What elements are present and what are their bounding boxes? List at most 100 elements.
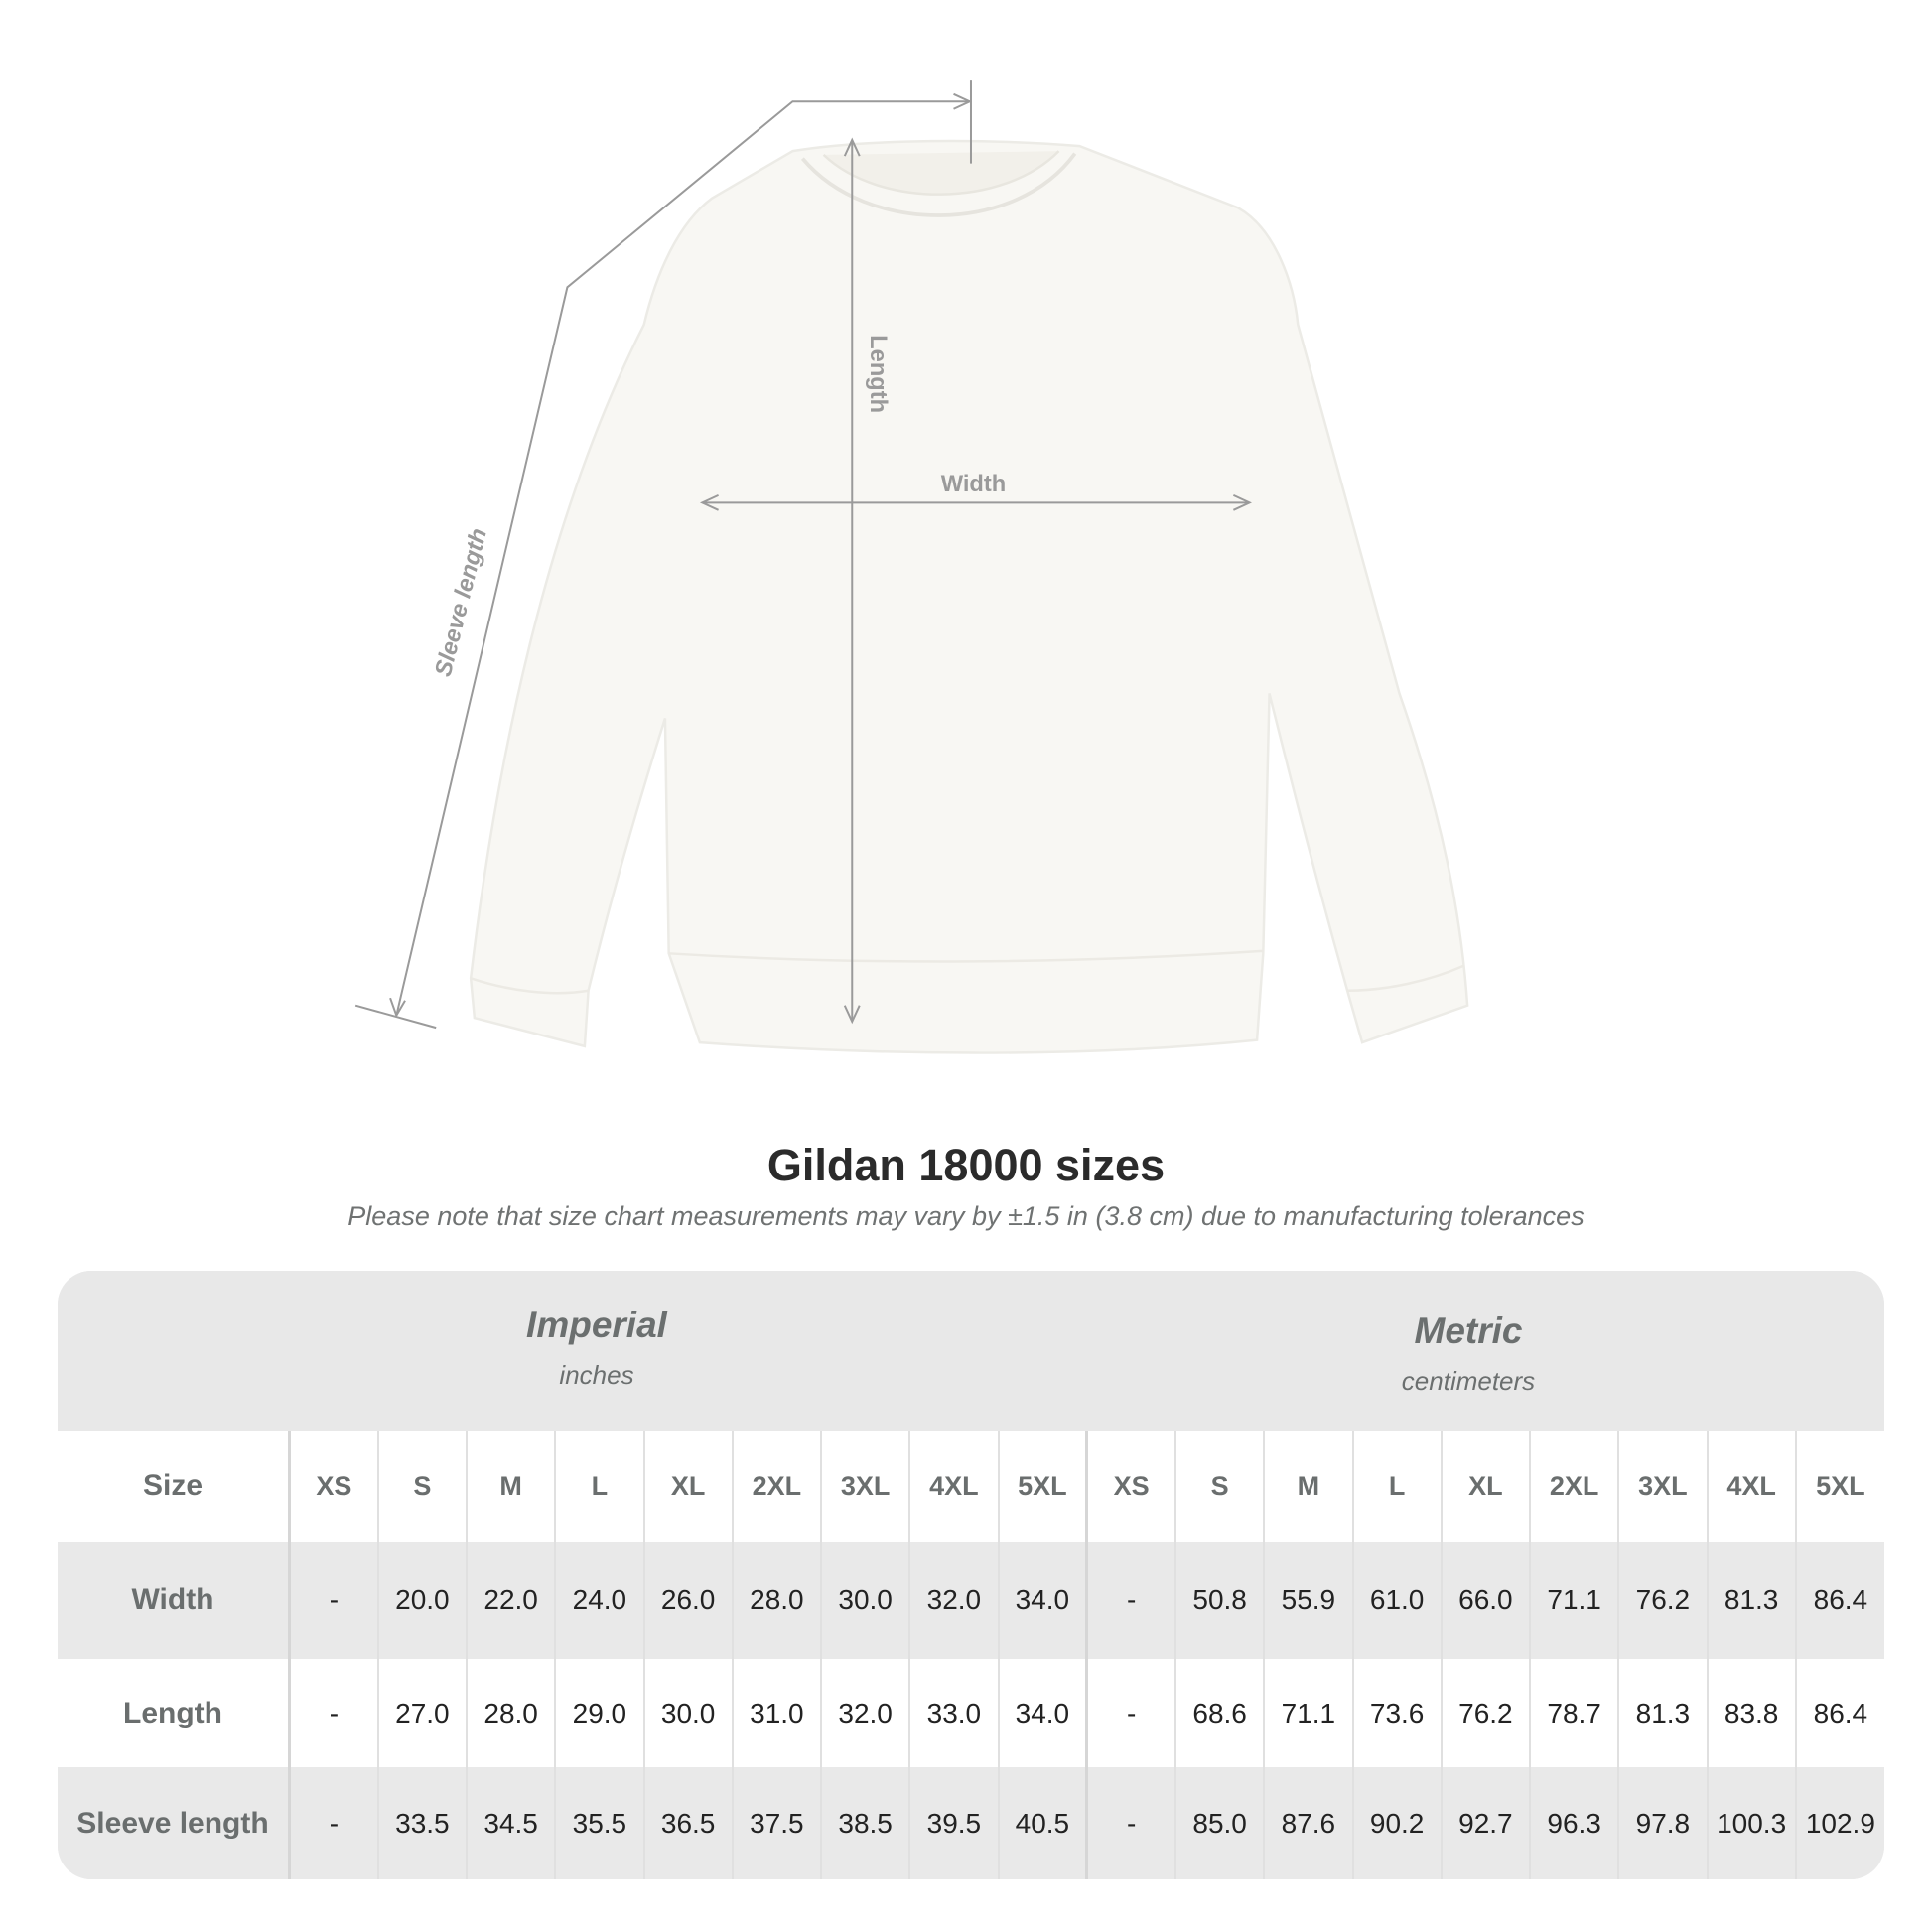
metric-value: 83.8 (1706, 1659, 1796, 1767)
imperial-size-header: 2XL (731, 1431, 821, 1542)
imperial-header: Imperial inches (299, 1305, 895, 1391)
imperial-value: 32.0 (908, 1542, 999, 1659)
imperial-value: 30.0 (642, 1659, 733, 1767)
imperial-value: - (288, 1542, 378, 1659)
metric-size-header: XL (1440, 1431, 1530, 1542)
metric-value: 76.2 (1440, 1659, 1530, 1767)
metric-value: 86.4 (1794, 1659, 1884, 1767)
sweatshirt-diagram: Length Width Sleeve length (354, 80, 1469, 1054)
imperial-value: - (288, 1767, 378, 1879)
imperial-title: Imperial (526, 1305, 667, 1345)
metric-size-header: 2XL (1528, 1431, 1619, 1542)
metric-value: 68.6 (1173, 1659, 1265, 1767)
unit-header: Imperial inches Metric centimeters (58, 1271, 1884, 1431)
metric-value: 102.9 (1794, 1767, 1884, 1879)
imperial-size-header: M (465, 1431, 556, 1542)
imperial-value: 31.0 (731, 1659, 821, 1767)
imperial-size-header: XL (642, 1431, 733, 1542)
metric-value: 71.1 (1263, 1659, 1353, 1767)
metric-title: Metric (1414, 1311, 1523, 1351)
sweatshirt-image (469, 139, 1469, 1054)
metric-value: 86.4 (1794, 1542, 1884, 1659)
imperial-value: 30.0 (819, 1542, 910, 1659)
metric-value: 73.6 (1351, 1659, 1442, 1767)
metric-value: 85.0 (1173, 1767, 1265, 1879)
imperial-size-header: 5XL (997, 1431, 1087, 1542)
table-row: Sleeve length -33.5 34.5 35.5 36.5 37.5 38.5 39… (58, 1767, 1884, 1879)
imperial-size-header: S (376, 1431, 467, 1542)
imperial-size-header: L (554, 1431, 644, 1542)
imperial-value: 36.5 (642, 1767, 733, 1879)
metric-value: 71.1 (1528, 1542, 1619, 1659)
length-arrow-bottom (843, 1005, 861, 1025)
metric-value: - (1085, 1542, 1175, 1659)
row-label: Width (58, 1542, 291, 1659)
row-label: Length (58, 1659, 291, 1767)
imperial-value: 28.0 (731, 1542, 821, 1659)
imperial-value: 38.5 (819, 1767, 910, 1879)
metric-size-header: 4XL (1706, 1431, 1796, 1542)
metric-value: 90.2 (1351, 1767, 1442, 1879)
metric-value: 81.3 (1706, 1542, 1796, 1659)
imperial-size-header: 3XL (819, 1431, 910, 1542)
metric-value: - (1085, 1767, 1175, 1879)
imperial-value: 29.0 (554, 1659, 644, 1767)
metric-value: 61.0 (1351, 1542, 1442, 1659)
width-arrow-left (699, 493, 719, 511)
imperial-value: 33.0 (908, 1659, 999, 1767)
measurement-lines (354, 80, 1252, 1030)
imperial-value: 27.0 (376, 1659, 467, 1767)
sleeve-arrow-top (953, 92, 973, 110)
imperial-value: 34.0 (997, 1542, 1087, 1659)
metric-value: 55.9 (1263, 1542, 1353, 1659)
width-arrow-right (1232, 493, 1252, 511)
sleeve-length-line (395, 100, 970, 1016)
imperial-value: 20.0 (376, 1542, 467, 1659)
metric-value: 100.3 (1706, 1767, 1796, 1879)
imperial-value: 35.5 (554, 1767, 644, 1879)
imperial-value: 32.0 (819, 1659, 910, 1767)
sleeve-arrow-bottom (389, 997, 406, 1019)
metric-value: 87.6 (1263, 1767, 1353, 1879)
imperial-unit: inches (559, 1360, 634, 1390)
imperial-value: 26.0 (642, 1542, 733, 1659)
metric-size-header: 5XL (1794, 1431, 1884, 1542)
metric-value: 50.8 (1173, 1542, 1265, 1659)
imperial-value: 40.5 (997, 1767, 1087, 1879)
metric-value: - (1085, 1659, 1175, 1767)
metric-value: 81.3 (1617, 1659, 1708, 1767)
imperial-value: 37.5 (731, 1767, 821, 1879)
imperial-value: 28.0 (465, 1659, 556, 1767)
length-arrow-top (843, 137, 861, 157)
imperial-value: - (288, 1659, 378, 1767)
size-header-row: Size XS S M L XL 2XL 3XL 4XL 5XL XS S M L XL 2XL 3XL 4XL 5… (58, 1431, 1884, 1542)
measurements-table: Size XS S M L XL 2XL 3XL 4XL 5XL XS S M L XL 2XL 3XL 4XL 5… (58, 1431, 1884, 1879)
table-row: Length -27.0 28.0 29.0 30.0 31.0 32.0 33.0 34.0-… (58, 1659, 1884, 1767)
metric-header: Metric centimeters (1171, 1311, 1766, 1397)
imperial-value: 33.5 (376, 1767, 467, 1879)
metric-value: 92.7 (1440, 1767, 1530, 1879)
metric-unit: centimeters (1401, 1366, 1536, 1396)
imperial-value: 34.5 (465, 1767, 556, 1879)
metric-size-header: XS (1085, 1431, 1175, 1542)
table-row: Width -20.0 22.0 24.0 26.0 28.0 30.0 32.0 34.0-5… (58, 1542, 1884, 1659)
sleeve-length-label: Sleeve length (431, 526, 492, 679)
metric-size-header: S (1173, 1431, 1265, 1542)
imperial-value: 24.0 (554, 1542, 644, 1659)
metric-value: 76.2 (1617, 1542, 1708, 1659)
metric-size-header: M (1263, 1431, 1353, 1542)
imperial-value: 34.0 (997, 1659, 1087, 1767)
metric-value: 97.8 (1617, 1767, 1708, 1879)
tolerance-note: Please note that size chart measurements… (347, 1201, 1585, 1231)
imperial-value: 22.0 (465, 1542, 556, 1659)
metric-value: 66.0 (1440, 1542, 1530, 1659)
imperial-size-header: XS (288, 1431, 378, 1542)
metric-value: 96.3 (1528, 1767, 1619, 1879)
metric-size-header: 3XL (1617, 1431, 1708, 1542)
width-label: Width (941, 472, 1007, 497)
imperial-size-header: 4XL (908, 1431, 999, 1542)
chart-title: Gildan 18000 sizes (766, 1140, 1166, 1190)
metric-size-header: L (1351, 1431, 1442, 1542)
size-table: Imperial inches Metric centimeters Size X… (58, 1271, 1884, 1879)
